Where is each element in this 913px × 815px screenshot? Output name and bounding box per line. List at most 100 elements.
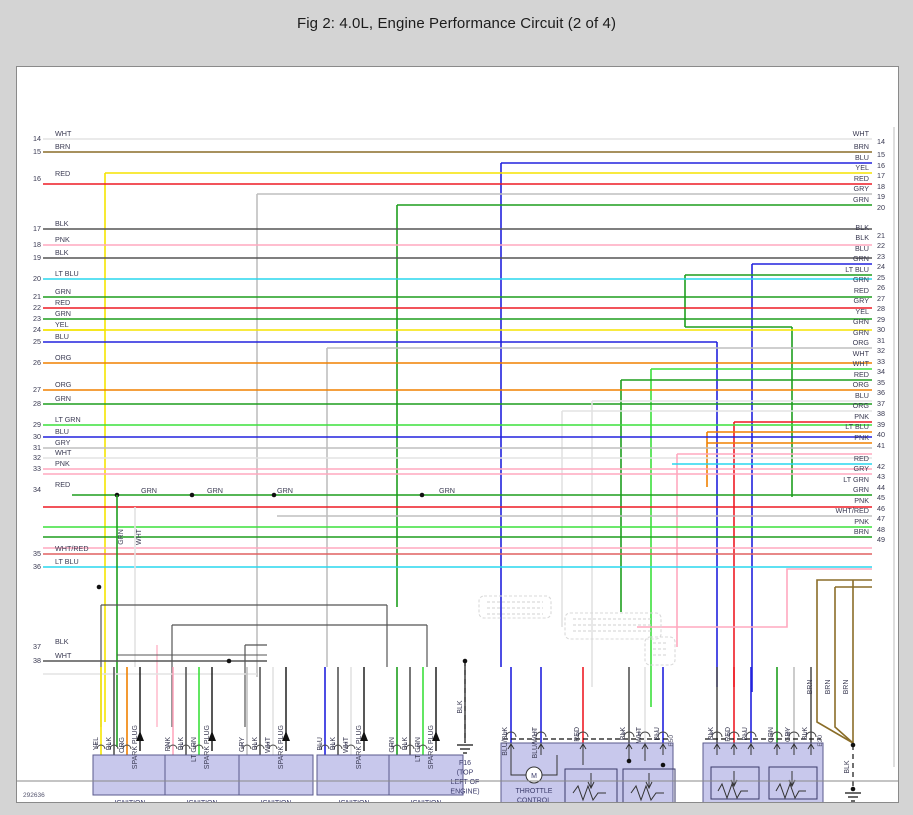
text-label: IGNITION (186, 800, 217, 802)
text-label: YEL (855, 163, 869, 172)
text-label: 3 (120, 742, 124, 749)
text-label: SPARK PLUG (428, 725, 435, 769)
text-label: BRN (55, 142, 70, 151)
text-label: 41 (877, 441, 885, 450)
text-label: IGNITION (260, 800, 291, 802)
text-label: BLK (855, 233, 869, 242)
pin-arrow (641, 743, 649, 755)
wiper-arrow (645, 773, 653, 790)
text-label: 34 (877, 367, 885, 376)
text-label: 18 (877, 182, 885, 191)
junction-dot (96, 584, 102, 590)
text-label: BLU (855, 244, 869, 253)
pin-connector (255, 744, 265, 750)
text-label: 2 (331, 742, 335, 749)
text-label: BLK (457, 700, 464, 714)
text-label: M (531, 773, 537, 780)
text-label: GRN (853, 317, 869, 326)
text-label: 26 (877, 283, 885, 292)
text-label: WHT (853, 359, 870, 368)
pin-arrow (713, 743, 721, 755)
text-label: RED (854, 174, 869, 183)
ignition-coil-group (92, 754, 168, 796)
junction-dot (626, 758, 632, 764)
text-label: 3 (192, 742, 196, 749)
ignition-coil-box[interactable] (388, 754, 464, 796)
wiper-arrow (788, 771, 796, 788)
spark-plug-arrow (432, 731, 440, 741)
junction-dot (271, 492, 277, 498)
pin-connector (392, 744, 402, 750)
text-label: RED (55, 480, 70, 489)
text-label: LT GRN (191, 737, 198, 762)
text-label: 35 (877, 378, 885, 387)
text-label: 22 (33, 303, 41, 312)
text-label: PNK (854, 433, 869, 442)
text-label: GRY (854, 464, 870, 473)
pin-connector (623, 731, 635, 738)
text-label: BRN (807, 680, 814, 695)
ignition-coil-box[interactable] (164, 754, 240, 796)
text-label: GRN (118, 529, 125, 545)
text-label: IGNITION (114, 800, 145, 802)
text-label: 2 (403, 742, 407, 749)
text-label: PNK (55, 459, 70, 468)
pin-connector (109, 744, 119, 750)
pin-connector (535, 731, 547, 738)
text-label: BRN (854, 142, 869, 151)
text-label: BLK (330, 737, 337, 751)
text-label: 29 (33, 420, 41, 429)
text-label: 1 (769, 730, 773, 737)
text-label: 25 (33, 337, 41, 346)
text-label: 5 (803, 730, 807, 737)
text-label: 1 (318, 742, 322, 749)
resistor-symbol (775, 782, 806, 800)
text-label: 20 (33, 274, 41, 283)
text-label: RED (854, 286, 869, 295)
text-label: PNK (55, 235, 70, 244)
connector-dashed-box (478, 595, 552, 619)
pedal-sensor-box[interactable] (702, 742, 824, 802)
text-label: 30 (33, 432, 41, 441)
text-label: BLK (55, 248, 69, 257)
text-label: 3 (344, 742, 348, 749)
text-label: BLK (252, 737, 259, 751)
pin-connector (711, 731, 723, 738)
text-label: BLU (55, 332, 69, 341)
text-label: BRN (825, 680, 832, 695)
text-label: BLK (178, 737, 185, 751)
text-label: BRN (854, 527, 869, 536)
pin-connector (418, 744, 428, 750)
text-label: THROTTLE (516, 788, 553, 795)
pin-arrow (579, 743, 587, 755)
text-label: ENGINE) (450, 789, 479, 796)
text-label: BLK (844, 760, 851, 774)
ignition-coil-box[interactable] (92, 754, 168, 796)
junction-dot (850, 786, 856, 792)
text-label: 21 (877, 231, 885, 240)
text-label: LT GRN (55, 415, 81, 424)
ignition-coil-box[interactable] (238, 754, 314, 796)
pin-connector (405, 744, 415, 750)
text-label: IGNITION (410, 800, 441, 802)
pin-arrow (537, 743, 545, 755)
text-label: 27 (877, 294, 885, 303)
text-label: WHT (343, 736, 350, 753)
text-label: 44 (877, 483, 885, 492)
page-title: Fig 2: 4.0L, Engine Performance Circuit … (296, 14, 617, 32)
text-label: PNK (165, 737, 172, 752)
text-label: GRY (854, 184, 870, 193)
text-label: IGNITION (338, 800, 369, 802)
pin-arrow (747, 743, 755, 755)
text-label: 24 (33, 325, 41, 334)
text-label: BLK (855, 223, 869, 232)
text-label: RED (854, 454, 869, 463)
text-label: 33 (877, 357, 885, 366)
ignition-coil-box[interactable] (316, 754, 392, 796)
pin-connector (728, 731, 740, 738)
text-label: LT BLU (55, 269, 79, 278)
pin-arrow (807, 743, 815, 755)
text-label: WHT (853, 349, 870, 358)
resistor-symbol (630, 784, 664, 802)
ground-symbol (845, 792, 861, 802)
